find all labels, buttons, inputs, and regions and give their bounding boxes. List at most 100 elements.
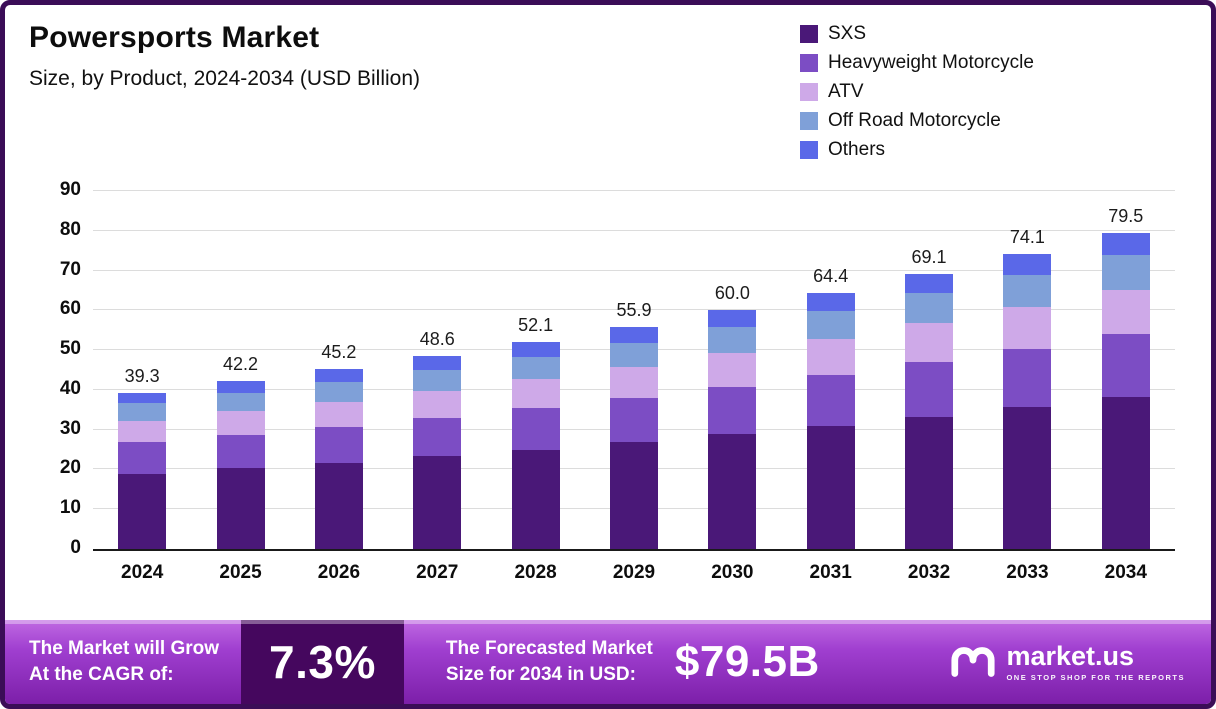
bar-total-label: 79.5 bbox=[1108, 205, 1144, 226]
bar-segment bbox=[905, 274, 954, 294]
bar-stack bbox=[118, 392, 167, 549]
bar-segment bbox=[216, 468, 265, 549]
bar-total-label: 69.1 bbox=[911, 247, 947, 268]
brand-text: market.us ONE STOP SHOP FOR THE REPORTS bbox=[1006, 642, 1185, 682]
x-axis-tick-label: 2029 bbox=[612, 562, 656, 583]
legend-label: Others bbox=[828, 139, 886, 160]
bar-segment bbox=[609, 442, 658, 549]
legend-swatch-icon bbox=[800, 25, 818, 43]
y-axis-tick-label: 10 bbox=[59, 497, 81, 519]
bar-stack bbox=[905, 274, 954, 549]
bar-segment bbox=[216, 411, 265, 435]
bar-segment bbox=[1101, 255, 1150, 290]
legend-label: SXS bbox=[828, 23, 867, 44]
bar-segment bbox=[1003, 307, 1052, 349]
y-axis-tick-label: 50 bbox=[59, 338, 81, 360]
x-axis-tick-label: 2030 bbox=[711, 562, 754, 583]
x-axis-tick-label: 2031 bbox=[809, 562, 852, 583]
y-axis-tick-label: 80 bbox=[59, 218, 81, 240]
bar-column: 60.0 bbox=[683, 191, 781, 549]
bar-total-label: 48.6 bbox=[419, 328, 455, 349]
y-axis-tick-label: 60 bbox=[59, 298, 81, 320]
legend-swatch-icon bbox=[800, 83, 818, 101]
bar-segment bbox=[806, 310, 855, 339]
forecast-value: $79.5B bbox=[674, 637, 820, 686]
bar-segment bbox=[413, 456, 462, 549]
bars-area: 39.3 42.2 45.2 48.6 52.1 55.9 60.0 64.4 69.1 74.1… bbox=[93, 191, 1175, 549]
bar-segment bbox=[708, 310, 757, 328]
bar-segment bbox=[1101, 397, 1150, 549]
bar-segment bbox=[1003, 348, 1052, 408]
bar-segment bbox=[1003, 254, 1052, 275]
brand-tagline: ONE STOP SHOP FOR THE REPORTS bbox=[1006, 672, 1185, 682]
x-axis-tick-label: 2033 bbox=[1006, 562, 1049, 583]
page-subtitle: Size, by Product, 2024-2034 (USD Billion… bbox=[29, 67, 421, 90]
legend-item: Others bbox=[800, 139, 1034, 161]
legend-swatch-icon bbox=[800, 141, 818, 159]
bar-total-label: 45.2 bbox=[321, 342, 357, 363]
bar-column: 39.3 bbox=[93, 191, 191, 549]
bar-segment bbox=[905, 293, 954, 324]
bar-segment bbox=[216, 434, 265, 469]
bar-column: 79.5 bbox=[1077, 191, 1175, 549]
bar-segment bbox=[118, 420, 167, 443]
gridline bbox=[93, 190, 1175, 191]
legend: SXS Heavyweight Motorcycle ATV Off Road Mot… bbox=[800, 23, 1034, 161]
bar-segment bbox=[609, 366, 658, 398]
bar-stack bbox=[609, 326, 658, 549]
bar-total-label: 74.1 bbox=[1009, 227, 1045, 248]
bar-segment bbox=[708, 386, 757, 435]
bar-segment bbox=[511, 449, 560, 549]
y-axis-tick-label: 70 bbox=[59, 258, 81, 280]
bar-column: 55.9 bbox=[585, 191, 683, 549]
legend-label: Heavyweight Motorcycle bbox=[828, 52, 1034, 73]
gridline bbox=[93, 229, 1175, 231]
market-us-logo-icon bbox=[951, 647, 996, 677]
bar-segment bbox=[905, 323, 954, 363]
bar-segment bbox=[708, 327, 757, 354]
bar-column: 48.6 bbox=[388, 191, 486, 549]
x-axis-labels: 2024 2025 2026 2027 2028 2029 2030 2031 2032 2033… bbox=[93, 562, 1175, 584]
bar-segment bbox=[118, 403, 167, 421]
legend-label: ATV bbox=[828, 81, 864, 102]
bar-stack bbox=[314, 369, 363, 549]
bar-stack bbox=[216, 381, 265, 549]
bar-segment bbox=[314, 462, 363, 549]
bar-segment bbox=[609, 342, 658, 367]
bar-column: 42.2 bbox=[191, 191, 289, 549]
bar-segment bbox=[314, 369, 363, 382]
x-axis-tick-label: 2026 bbox=[317, 562, 361, 583]
bar-segment bbox=[806, 374, 855, 427]
x-axis-tick-label: 2032 bbox=[907, 562, 951, 583]
legend-item: Heavyweight Motorcycle bbox=[800, 52, 1034, 74]
bar-segment bbox=[413, 390, 462, 418]
bar-stack bbox=[511, 341, 560, 549]
forecast-label-line1: The Forecasted Market bbox=[445, 638, 653, 660]
bar-segment bbox=[708, 434, 757, 549]
bar-total-label: 60.0 bbox=[714, 283, 750, 304]
market-us-brand: market.us ONE STOP SHOP FOR THE REPORTS bbox=[950, 642, 1185, 682]
bar-segment bbox=[1003, 274, 1052, 308]
y-axis-tick-label: 90 bbox=[59, 179, 81, 200]
forecast-label: The Forecasted Market Size for 2034 in U… bbox=[446, 636, 653, 687]
footer-banner: The Market will Grow At the CAGR of: 7.3… bbox=[5, 620, 1211, 704]
cagr-label-line2: At the CAGR of: bbox=[29, 664, 174, 685]
bar-segment bbox=[216, 381, 265, 394]
bar-segment bbox=[118, 473, 167, 549]
legend-label: Off Road Motorcycle bbox=[828, 110, 1001, 131]
legend-swatch-icon bbox=[800, 54, 818, 72]
cagr-value: 7.3% bbox=[269, 636, 376, 688]
bar-segment bbox=[511, 356, 560, 380]
legend-item: SXS bbox=[800, 23, 1034, 45]
bar-segment bbox=[1101, 289, 1150, 334]
bar-segment bbox=[905, 362, 954, 417]
bar-column: 52.1 bbox=[486, 191, 584, 549]
bar-segment bbox=[806, 426, 855, 549]
bar-total-label: 55.9 bbox=[616, 299, 652, 320]
chart-header: Powersports Market Size, by Product, 202… bbox=[29, 21, 420, 91]
bar-column: 45.2 bbox=[290, 191, 388, 549]
bar-column: 69.1 bbox=[880, 191, 978, 549]
bar-segment bbox=[1101, 333, 1150, 398]
bar-segment bbox=[905, 416, 954, 549]
bar-segment bbox=[413, 417, 462, 457]
